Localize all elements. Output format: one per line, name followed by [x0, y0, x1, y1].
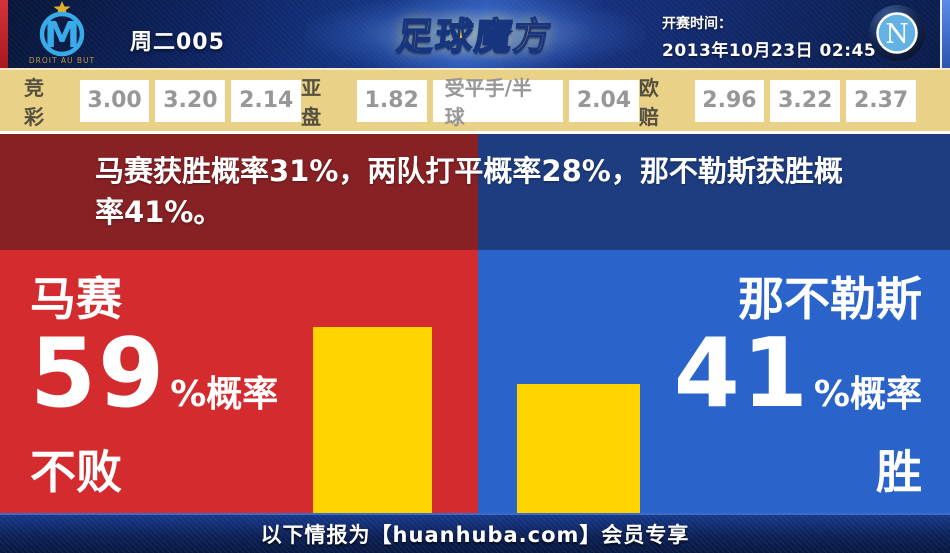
svg-text:M: M	[44, 15, 80, 56]
napoli-probability-unit: %概率	[813, 374, 922, 415]
asian-handicap-label: 亚盘	[301, 75, 323, 129]
marseille-probability-value: 59	[30, 319, 167, 429]
marseille-outcome: 不败	[30, 445, 122, 499]
napoli-letter: N	[885, 19, 909, 50]
euro-draw-odds: 3.22	[770, 79, 841, 122]
marseille-stat-block: 马赛 59 %概率 不败	[30, 272, 278, 501]
kickoff-time: 2013年10月23日 02:45	[662, 41, 877, 61]
footer-notice: 以下情报为【huanhuba.com】会员专享	[260, 523, 690, 547]
footer-bar: 以下情报为【huanhuba.com】会员专享	[0, 513, 950, 553]
probability-panel: 马赛获胜概率31%，两队打平概率28%，那不勒斯获胜概 率41%。 马赛 59 …	[0, 134, 950, 513]
headline-line1: 马赛获胜概率31%，两队打平概率28%，那不勒斯获胜概	[95, 154, 843, 188]
marseille-bar	[313, 327, 432, 513]
marseille-crest-icon: M DROIT AU BUT	[16, 1, 108, 68]
left-edge-stripe	[0, 0, 8, 68]
kickoff-time-block: 开赛时间： 2013年10月23日 02:45	[662, 13, 876, 61]
jingcai-odds-group: 竞彩 3.00 3.20 2.14	[24, 72, 302, 130]
logo-glow	[305, 0, 645, 68]
napoli-bar	[517, 384, 640, 513]
euro-home-odds: 2.96	[694, 79, 765, 122]
handicap-home-odds: 1.82	[356, 79, 427, 122]
odds-separator	[0, 131, 950, 134]
napoli-probability-value: 41	[673, 319, 810, 429]
jingcai-away-odds: 2.14	[231, 79, 302, 122]
napoli-outcome: 胜	[876, 445, 922, 499]
right-edge-stripe	[940, 0, 950, 68]
jingcai-label: 竞彩	[24, 75, 45, 129]
euro-odds-label: 欧赔	[638, 75, 660, 129]
handicap-away-odds: 2.04	[569, 79, 639, 122]
header-separator	[0, 68, 950, 70]
marseille-motto: DROIT AU BUT	[29, 56, 95, 65]
match-code: 周二005	[130, 30, 225, 55]
jingcai-home-odds: 3.00	[79, 79, 150, 122]
header-bar: M DROIT AU BUT 周二005 足球魔方 开赛时间： 2013年10月…	[0, 0, 950, 68]
euro-odds-group: 欧赔 2.96 3.22 2.37	[639, 72, 916, 130]
headline: 马赛获胜概率31%，两队打平概率28%，那不勒斯获胜概 率41%。	[95, 151, 895, 233]
euro-away-odds: 2.37	[846, 79, 916, 122]
kickoff-label: 开赛时间：	[662, 16, 732, 32]
napoli-crest-icon: N	[868, 4, 926, 66]
odds-bar: 竞彩 3.00 3.20 2.14 亚盘 1.82 受平手/半球 2.04 欧赔…	[0, 70, 950, 131]
jingcai-draw-odds: 3.20	[155, 79, 226, 122]
headline-line2: 率41%。	[95, 195, 223, 229]
napoli-stat-block: 那不勒斯 41 %概率 胜	[674, 272, 922, 501]
napoli-team-name: 那不勒斯	[738, 272, 922, 326]
site-logo: 足球魔方	[394, 14, 556, 59]
marseille-probability-row: 59 %概率	[30, 326, 278, 443]
marseille-probability-unit: %概率	[170, 374, 279, 415]
marseille-team-name: 马赛	[30, 272, 122, 326]
napoli-probability-row: 41 %概率	[674, 326, 922, 443]
asian-handicap-group: 亚盘 1.82 受平手/半球 2.04	[301, 72, 639, 130]
handicap-line: 受平手/半球	[432, 76, 564, 129]
